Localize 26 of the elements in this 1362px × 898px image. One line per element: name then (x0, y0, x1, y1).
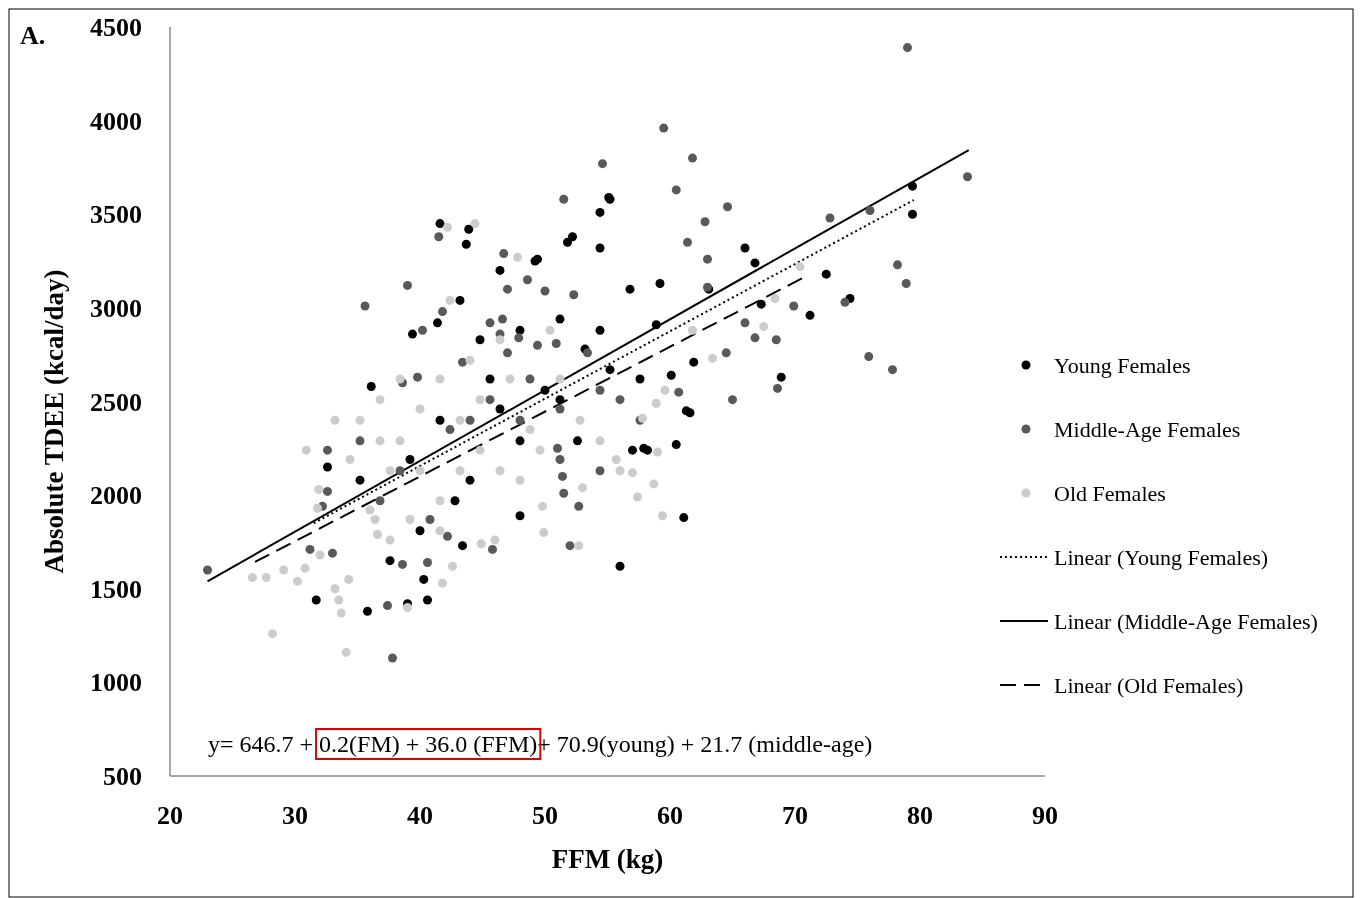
x-tick-label: 90 (1032, 801, 1058, 830)
y-tick-label: 2500 (90, 387, 142, 417)
x-tick-label: 70 (782, 801, 808, 830)
x-tick-label: 50 (532, 801, 558, 830)
legend-label: Linear (Middle-Age Females) (1054, 608, 1318, 634)
y-tick-label: 3500 (90, 200, 142, 230)
legend-label: Old Females (1054, 480, 1166, 506)
legend-label: Young Females (1054, 352, 1191, 378)
legend-label: Middle-Age Females (1054, 416, 1241, 442)
x-tick-label: 80 (907, 801, 933, 830)
x-tick-label: 30 (282, 801, 308, 830)
y-tick-label: 1000 (90, 668, 142, 698)
y-axis-title: Absolute TDEE (kcal/day) (39, 269, 69, 574)
x-tick-label: 20 (157, 801, 183, 830)
legend-label: Linear (Young Females) (1054, 544, 1269, 570)
y-tick-label: 4000 (90, 106, 142, 136)
x-axis-title: FFM (kg) (551, 844, 664, 874)
y-tick-label: 500 (103, 762, 142, 792)
y-tick-label: 1500 (90, 574, 142, 604)
y-tick-label: 2000 (90, 481, 142, 511)
y-tick-label: 3000 (90, 293, 142, 323)
x-tick-label: 60 (657, 801, 683, 830)
x-tick-label: 40 (407, 801, 433, 830)
chart-title: A. (20, 21, 46, 50)
y-tick-label: 4500 (90, 13, 142, 43)
legend-label: Linear (Old Females) (1054, 672, 1244, 698)
